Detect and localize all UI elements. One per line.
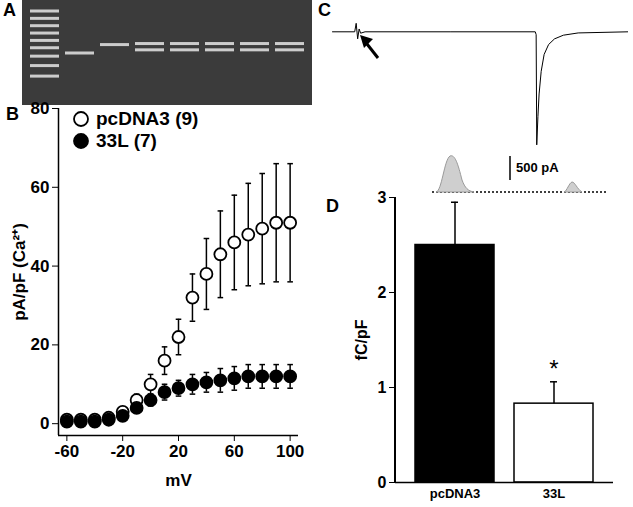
- html-text:A: A: [3, 0, 16, 20]
- svg-text:-60: -60: [55, 442, 80, 461]
- svg-text:80: 80: [31, 99, 50, 118]
- svg-text:100: 100: [276, 442, 304, 461]
- svg-text:0: 0: [378, 474, 387, 491]
- svg-text:*: *: [549, 355, 558, 382]
- html-text:C: C: [318, 0, 331, 20]
- svg-text:mV: mV: [165, 471, 192, 490]
- svg-text:20: 20: [169, 442, 188, 461]
- html-text:B: B: [6, 104, 19, 124]
- svg-text:1: 1: [378, 379, 387, 396]
- html-text:D: D: [326, 196, 339, 216]
- svg-text:20: 20: [31, 335, 50, 354]
- html-text:pcDNA3 (9): pcDNA3 (9): [96, 108, 199, 129]
- svg-text:-20: -20: [110, 442, 135, 461]
- svg-text:fC/pF: fC/pF: [353, 319, 370, 360]
- svg-text:2: 2: [378, 284, 387, 301]
- svg-text:33L: 33L: [543, 486, 565, 501]
- svg-text:pA/pF (Ca²⁺): pA/pF (Ca²⁺): [10, 223, 29, 321]
- svg-text:3: 3: [378, 189, 387, 206]
- html-text:33L (7): 33L (7): [96, 130, 157, 151]
- svg-text:40: 40: [31, 257, 50, 276]
- svg-text:pcDNA3: pcDNA3: [430, 486, 481, 501]
- svg-text:500 pA: 500 pA: [516, 160, 559, 175]
- svg-text:60: 60: [31, 178, 50, 197]
- svg-text:60: 60: [225, 442, 244, 461]
- svg-text:0: 0: [40, 414, 49, 433]
